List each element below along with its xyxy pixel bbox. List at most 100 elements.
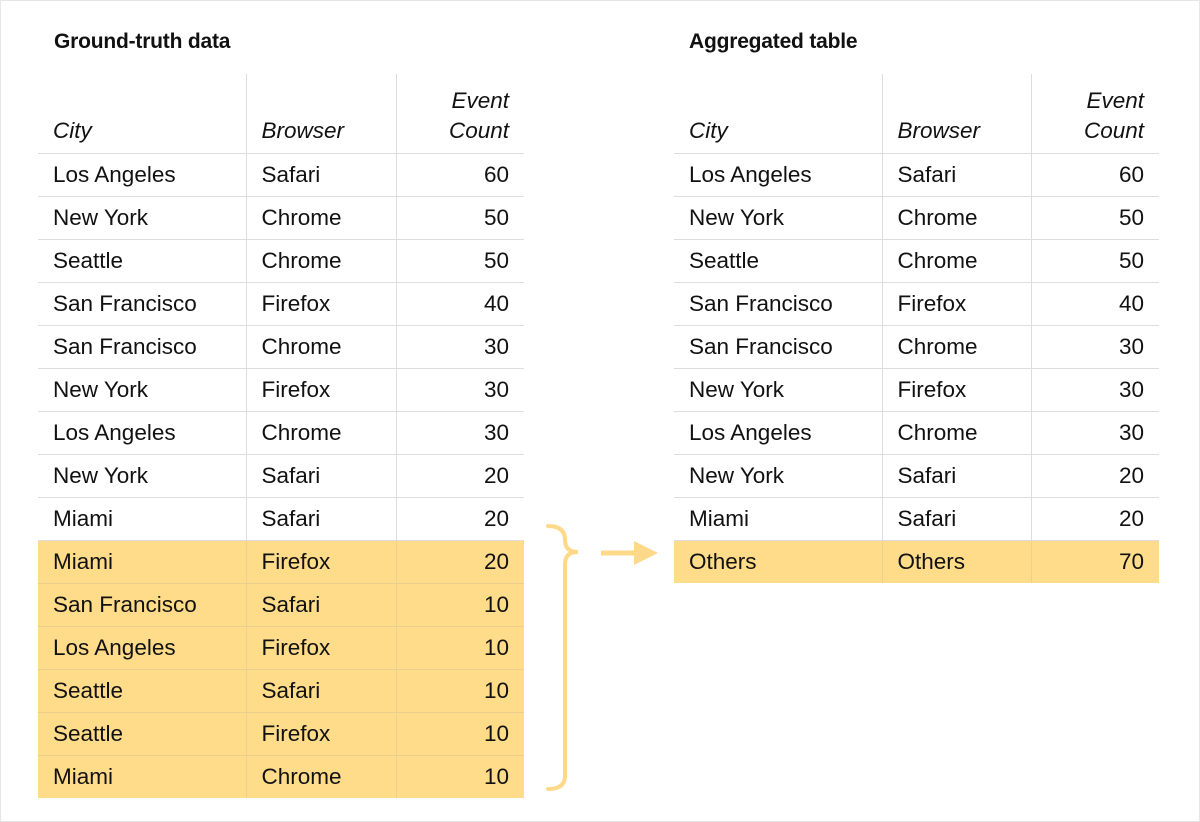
left-table-title: Ground-truth data (54, 30, 231, 53)
highlighted-table-row: Miami Firefox 20 (38, 540, 524, 584)
header-city: City (674, 74, 882, 154)
cell-city: San Francisco (674, 282, 882, 326)
header-event-count: Event Count (395, 74, 524, 154)
highlighted-table-row: Seattle Safari 10 (38, 669, 524, 713)
header-browser: Browser (245, 74, 396, 154)
cell-event-count: 10 (395, 712, 524, 756)
table-row: Los Angeles Safari 60 (674, 153, 1159, 197)
table-row: Los Angeles Chrome 30 (38, 411, 524, 455)
cell-city: Miami (38, 497, 246, 541)
table-row: San Francisco Chrome 30 (674, 325, 1159, 369)
cell-browser: Chrome (245, 755, 396, 798)
cell-browser: Safari (881, 454, 1031, 498)
cell-city: New York (674, 368, 882, 412)
ground-truth-table: City Browser Event Count Los Angeles Safa… (38, 74, 524, 798)
cell-city: San Francisco (38, 282, 246, 326)
cell-city: New York (674, 196, 882, 240)
cell-browser: Safari (245, 583, 396, 627)
header-event-count: Event Count (1030, 74, 1159, 154)
cell-event-count: 20 (395, 540, 524, 584)
cell-event-count: 10 (395, 583, 524, 627)
right-table-title: Aggregated table (689, 30, 858, 53)
table-row: Seattle Chrome 50 (674, 239, 1159, 283)
table-row: San Francisco Firefox 40 (674, 282, 1159, 326)
aggregated-table: City Browser Event Count Los Angeles Safa… (674, 74, 1159, 583)
cell-event-count: 30 (395, 325, 524, 369)
cell-city: Los Angeles (38, 626, 246, 670)
cell-event-count: 60 (1030, 153, 1159, 197)
cell-event-count: 50 (395, 239, 524, 283)
cell-browser: Chrome (245, 325, 396, 369)
cell-city: New York (38, 196, 246, 240)
curly-brace-icon (546, 524, 579, 791)
highlighted-table-row: Seattle Firefox 10 (38, 712, 524, 756)
highlighted-table-row: San Francisco Safari 10 (38, 583, 524, 627)
table-row: New York Safari 20 (38, 454, 524, 498)
cell-city: Seattle (38, 239, 246, 283)
table-row: New York Firefox 30 (38, 368, 524, 412)
cell-browser: Others (881, 540, 1031, 583)
cell-browser: Safari (881, 497, 1031, 541)
cell-city: New York (674, 454, 882, 498)
header-row: City Browser Event Count (38, 74, 524, 154)
cell-city: New York (38, 368, 246, 412)
cell-browser: Safari (245, 497, 396, 541)
cell-event-count: 60 (395, 153, 524, 197)
table-row: New York Chrome 50 (674, 196, 1159, 240)
table-row: New York Safari 20 (674, 454, 1159, 498)
highlighted-table-row: Los Angeles Firefox 10 (38, 626, 524, 670)
cell-event-count: 10 (395, 755, 524, 798)
highlighted-table-row: Miami Chrome 10 (38, 755, 524, 798)
cell-browser: Safari (245, 153, 396, 197)
cell-city: Seattle (38, 669, 246, 713)
cell-browser: Chrome (881, 411, 1031, 455)
cell-city: Miami (38, 755, 246, 798)
header-row: City Browser Event Count (674, 74, 1159, 154)
cell-browser: Firefox (245, 368, 396, 412)
cell-city: Miami (38, 540, 246, 584)
cell-event-count: 20 (1030, 497, 1159, 541)
cell-browser: Firefox (245, 712, 396, 756)
cell-city: San Francisco (38, 325, 246, 369)
cell-event-count: 40 (395, 282, 524, 326)
table-row: San Francisco Chrome 30 (38, 325, 524, 369)
cell-city: Los Angeles (674, 411, 882, 455)
cell-event-count: 30 (1030, 411, 1159, 455)
cell-city: Los Angeles (674, 153, 882, 197)
cell-event-count: 40 (1030, 282, 1159, 326)
cell-event-count: 20 (395, 497, 524, 541)
cell-browser: Firefox (881, 368, 1031, 412)
table-row: San Francisco Firefox 40 (38, 282, 524, 326)
table-row: New York Firefox 30 (674, 368, 1159, 412)
table-row: Los Angeles Safari 60 (38, 153, 524, 197)
cell-browser: Firefox (881, 282, 1031, 326)
cell-city: Seattle (38, 712, 246, 756)
cell-event-count: 50 (395, 196, 524, 240)
cell-event-count: 70 (1030, 540, 1159, 583)
cell-browser: Safari (245, 669, 396, 713)
cell-browser: Firefox (245, 282, 396, 326)
cell-browser: Firefox (245, 540, 396, 584)
cell-browser: Chrome (245, 411, 396, 455)
cell-event-count: 10 (395, 626, 524, 670)
table-row: Miami Safari 20 (38, 497, 524, 541)
cell-event-count: 50 (1030, 239, 1159, 283)
table-row: New York Chrome 50 (38, 196, 524, 240)
cell-city: Miami (674, 497, 882, 541)
cell-event-count: 10 (395, 669, 524, 713)
cell-city: New York (38, 454, 246, 498)
cell-event-count: 50 (1030, 196, 1159, 240)
cell-city: San Francisco (674, 325, 882, 369)
cell-event-count: 20 (1030, 454, 1159, 498)
table-row: Miami Safari 20 (674, 497, 1159, 541)
header-browser: Browser (881, 74, 1031, 154)
cell-city: Los Angeles (38, 153, 246, 197)
cell-browser: Chrome (881, 325, 1031, 369)
cell-browser: Chrome (881, 196, 1031, 240)
cell-browser: Safari (245, 454, 396, 498)
cell-event-count: 20 (395, 454, 524, 498)
cell-city: Seattle (674, 239, 882, 283)
highlighted-table-row: Others Others 70 (674, 540, 1159, 583)
cell-city: San Francisco (38, 583, 246, 627)
